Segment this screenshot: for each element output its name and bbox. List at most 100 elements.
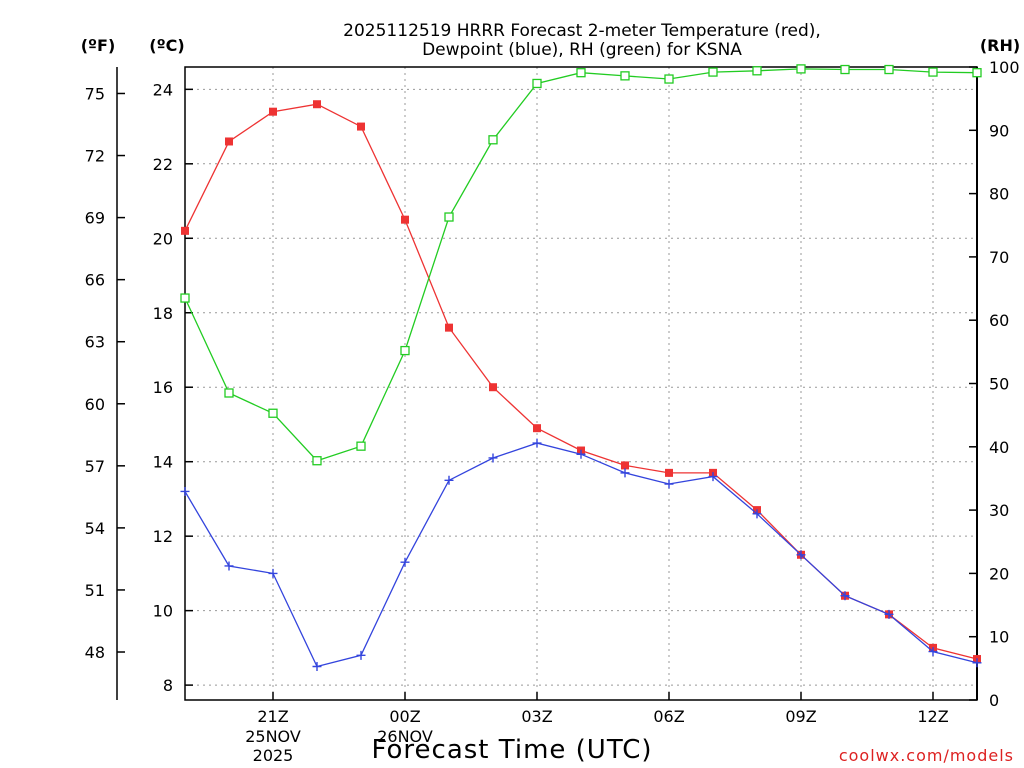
fahrenheit-tick-label: 75 [85, 84, 105, 103]
rh-point [576, 68, 586, 78]
rh-point [928, 67, 938, 77]
x-tick-label: 03Z [521, 707, 552, 726]
plot-frame [184, 66, 978, 701]
series-layer [180, 64, 982, 671]
dewpoint-point [268, 568, 278, 578]
celsius-tick-label: 22 [153, 155, 173, 174]
temperature-line [184, 103, 978, 660]
axes: 48 51 54 57 60 63 66 69 72 75 8 10 12 14 16 18 20 22 24 0 10… [85, 58, 1020, 765]
rh-point [400, 345, 410, 356]
x-date-label: 26NOV [377, 727, 433, 746]
rh-point [532, 78, 542, 89]
temperature-point [181, 226, 189, 235]
rh-point [224, 388, 234, 398]
temperature-point [401, 215, 409, 224]
dewpoint-point [620, 468, 630, 478]
temperature-point [489, 383, 497, 392]
rh-point [840, 64, 850, 75]
rh-tick-label: 70 [989, 248, 1009, 267]
dewpoint-point [180, 486, 190, 496]
dewpoint-point [312, 661, 322, 671]
fahrenheit-tick-label: 54 [85, 519, 105, 538]
dewpoint-point [708, 472, 718, 482]
dewpoint-line [184, 442, 978, 668]
rh-tick-label: 50 [989, 375, 1009, 394]
dewpoint-point [356, 650, 366, 660]
celsius-tick-label: 12 [153, 527, 173, 546]
rh-point [620, 71, 630, 81]
dewpoint-point [928, 647, 938, 657]
grid-lines [185, 67, 977, 700]
rh-unit-label: (RH) [980, 36, 1020, 55]
dewpoint-point [884, 609, 894, 619]
rh-point [312, 456, 322, 466]
rh-tick-label: 0 [989, 691, 999, 710]
x-date-label: 25NOV [245, 727, 301, 746]
dewpoint-point [664, 479, 674, 489]
x-tick-label: 06Z [653, 707, 684, 726]
rh-tick-label: 100 [989, 58, 1020, 77]
fahrenheit-tick-label: 63 [85, 333, 105, 352]
celsius-tick-label: 14 [153, 453, 173, 472]
celsius-unit-label: (ºC) [149, 36, 184, 55]
rh-tick-label: 40 [989, 438, 1009, 457]
rh-point [972, 68, 982, 78]
rh-tick-label: 20 [989, 564, 1009, 583]
dewpoint-point [972, 658, 982, 668]
rh-line [184, 68, 978, 462]
dewpoint-point [532, 438, 542, 448]
dewpoint-point [444, 475, 454, 485]
dewpoint-point [752, 509, 762, 519]
rh-point [488, 135, 498, 145]
fahrenheit-tick-label: 57 [85, 457, 105, 476]
fahrenheit-tick-label: 60 [85, 395, 105, 414]
dewpoint-point [224, 561, 234, 571]
temperature-point [313, 100, 321, 109]
fahrenheit-tick-label: 51 [85, 581, 105, 600]
rh-point [884, 64, 894, 75]
temperature-point [621, 461, 629, 470]
x-tick-label: 09Z [785, 707, 816, 726]
rh-tick-label: 90 [989, 121, 1009, 140]
dewpoint-point [796, 550, 806, 560]
fahrenheit-tick-label: 66 [85, 271, 105, 290]
chart-title-line-1: 2025112519 HRRR Forecast 2-meter Tempera… [343, 21, 821, 41]
chart-title-line-2: Dewpoint (blue), RH (green) for KSNA [422, 40, 742, 60]
dewpoint-point [400, 557, 410, 567]
temperature-point [357, 122, 365, 131]
credit-label: coolwx.com/models [839, 746, 1014, 765]
celsius-tick-label: 8 [163, 676, 173, 695]
rh-tick-label: 30 [989, 501, 1009, 520]
fahrenheit-tick-label: 69 [85, 209, 105, 228]
rh-point [356, 441, 366, 451]
rh-point [796, 64, 806, 74]
rh-point [664, 74, 674, 84]
dewpoint-point [840, 591, 850, 601]
x-tick-label: 00Z [389, 707, 420, 726]
rh-tick-label: 60 [989, 311, 1009, 330]
fahrenheit-unit-label: (ºF) [81, 36, 116, 55]
rh-point [708, 67, 718, 77]
x-tick-label: 21Z [257, 707, 288, 726]
temperature-point [533, 424, 541, 433]
rh-tick-label: 80 [989, 185, 1009, 204]
celsius-tick-label: 16 [153, 378, 173, 397]
x-date-label: 2025 [253, 746, 294, 765]
temperature-point [269, 107, 277, 116]
temperature-point [665, 468, 673, 477]
dewpoint-point [576, 449, 586, 459]
celsius-tick-label: 10 [153, 602, 173, 621]
rh-point [180, 293, 190, 303]
celsius-tick-label: 18 [153, 304, 173, 323]
x-tick-label: 12Z [917, 707, 948, 726]
temperature-point [225, 137, 233, 146]
fahrenheit-tick-label: 72 [85, 147, 105, 166]
temperature-point [445, 323, 453, 332]
dewpoint-point [488, 453, 498, 463]
rh-point [444, 212, 454, 222]
celsius-tick-label: 24 [153, 80, 173, 99]
celsius-tick-label: 20 [153, 229, 173, 248]
rh-tick-label: 10 [989, 628, 1009, 647]
x-axis-label: Forecast Time (UTC) [371, 735, 652, 765]
